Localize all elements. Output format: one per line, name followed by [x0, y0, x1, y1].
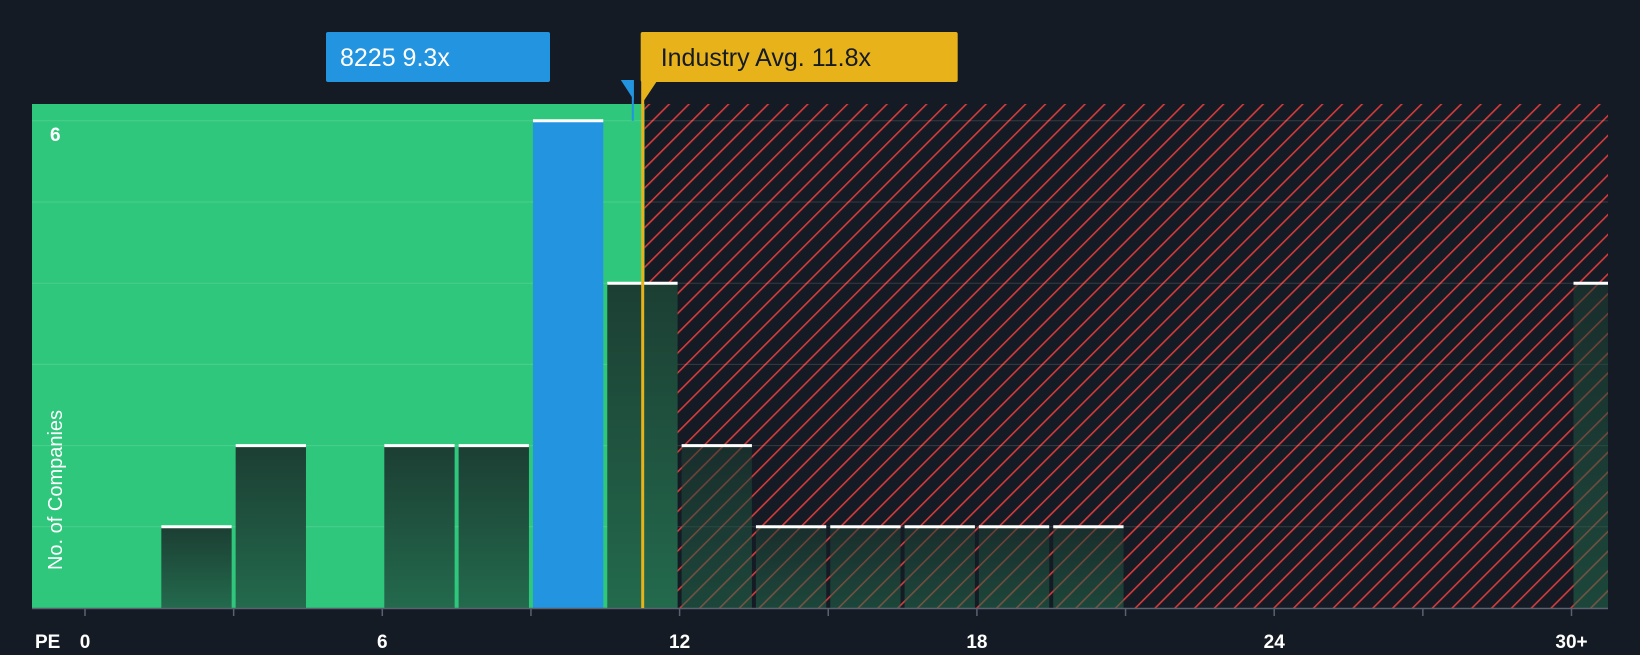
- histogram-bar: [978, 526, 1050, 608]
- histogram-bar: [161, 526, 232, 608]
- y-tick-label: 6: [50, 125, 61, 146]
- x-tick-label: 6: [377, 632, 388, 650]
- x-tick-label: 24: [1264, 632, 1286, 650]
- company-label: 8225 9.3x: [340, 44, 450, 72]
- company-bar: [532, 120, 604, 609]
- x-tick-label: 12: [669, 632, 690, 650]
- x-axis-label: PE: [35, 632, 60, 650]
- x-tick-label: 30+: [1555, 632, 1587, 650]
- histogram-bar: [1053, 526, 1124, 608]
- histogram-bar: [830, 526, 901, 608]
- x-tick-label: 18: [966, 632, 987, 650]
- y-axis-label: No. of Companies: [45, 410, 67, 570]
- histogram-bar: [235, 445, 306, 608]
- histogram-bar: [384, 445, 455, 608]
- company-callout-pointer: [620, 80, 634, 100]
- company-callout: [326, 32, 550, 82]
- overvalued-region: [644, 104, 1608, 608]
- histogram-bar: [904, 526, 975, 608]
- histogram-bar: [755, 526, 827, 608]
- industry-avg-callout-pointer: [641, 80, 658, 104]
- industry-avg-callout: [640, 32, 958, 82]
- histogram-bar: [458, 445, 529, 608]
- x-tick-label: 0: [80, 632, 91, 650]
- industry-avg-label: Industry Avg. 11.8x: [661, 44, 872, 72]
- histogram-bar: [681, 445, 752, 608]
- histogram-bar: [1573, 283, 1608, 608]
